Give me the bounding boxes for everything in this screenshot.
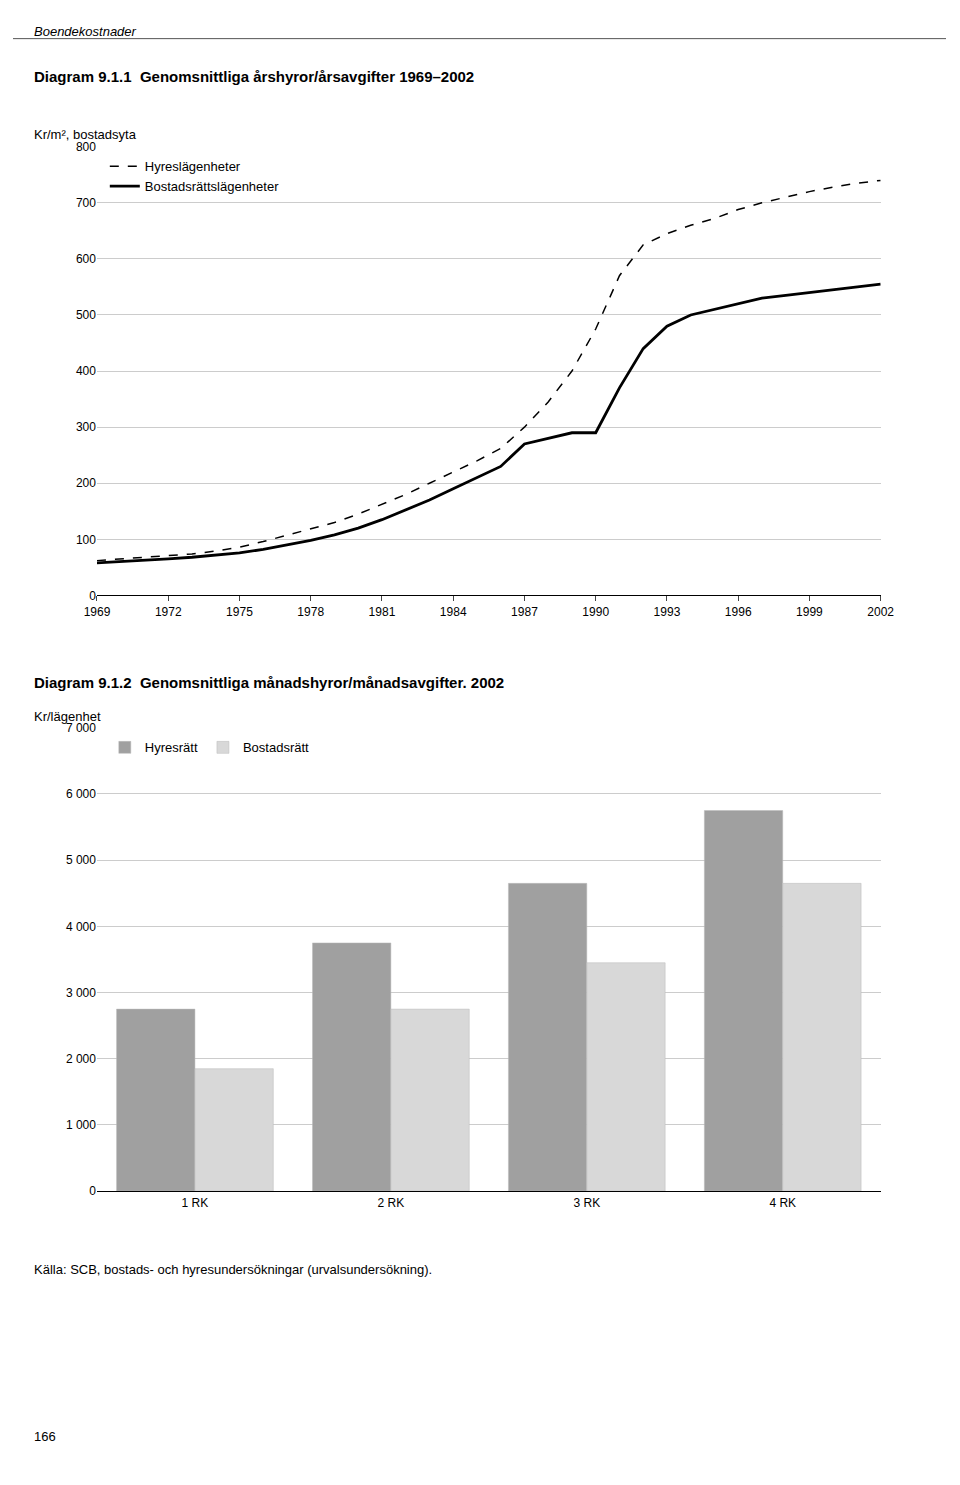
svg-text:1972: 1972 (155, 605, 182, 619)
svg-text:4 000: 4 000 (66, 920, 96, 934)
svg-text:Diagram 9.1.2 Genomsnittliga: Diagram 9.1.2 Genomsnittliga månadshyror… (34, 674, 504, 691)
svg-text:Hyresrätt: Hyresrätt (145, 740, 198, 755)
svg-text:1984: 1984 (440, 605, 467, 619)
svg-text:1981: 1981 (369, 605, 396, 619)
svg-text:2 RK: 2 RK (378, 1196, 405, 1210)
svg-text:Källa: SCB, bostads- och hyres: Källa: SCB, bostads- och hyresundersökni… (34, 1262, 432, 1277)
svg-text:500: 500 (76, 308, 96, 322)
svg-text:600: 600 (76, 252, 96, 266)
svg-text:6 000: 6 000 (66, 787, 96, 801)
svg-text:1975: 1975 (226, 605, 253, 619)
svg-text:5 000: 5 000 (66, 853, 96, 867)
svg-text:Bostadsrättslägenheter: Bostadsrättslägenheter (145, 179, 279, 194)
svg-text:1 000: 1 000 (66, 1118, 96, 1132)
svg-text:2002: 2002 (867, 605, 894, 619)
svg-text:1999: 1999 (796, 605, 823, 619)
svg-text:100: 100 (76, 533, 96, 547)
svg-text:300: 300 (76, 420, 96, 434)
svg-text:Boendekostnader: Boendekostnader (34, 24, 137, 39)
svg-text:0: 0 (89, 1184, 96, 1198)
svg-text:4 RK: 4 RK (769, 1196, 796, 1210)
svg-text:Bostadsrätt: Bostadsrätt (243, 740, 309, 755)
svg-text:200: 200 (76, 476, 96, 490)
svg-text:1 RK: 1 RK (182, 1196, 209, 1210)
svg-text:Kr/lägenhet: Kr/lägenhet (34, 709, 101, 724)
svg-text:Hyreslägenheter: Hyreslägenheter (145, 159, 241, 174)
svg-text:1996: 1996 (725, 605, 752, 619)
svg-text:1993: 1993 (654, 605, 681, 619)
svg-text:2 000: 2 000 (66, 1052, 96, 1066)
svg-text:7 000: 7 000 (66, 721, 96, 735)
svg-text:800: 800 (76, 140, 96, 154)
svg-text:Kr/m², bostadsyta: Kr/m², bostadsyta (34, 127, 137, 142)
svg-text:3 000: 3 000 (66, 986, 96, 1000)
svg-text:3 RK: 3 RK (573, 1196, 600, 1210)
svg-text:166: 166 (34, 1429, 56, 1444)
svg-text:Diagram 9.1.1 Genomsnittliga: Diagram 9.1.1 Genomsnittliga årshyror/år… (34, 68, 474, 85)
svg-text:400: 400 (76, 364, 96, 378)
svg-text:700: 700 (76, 196, 96, 210)
svg-text:1978: 1978 (297, 605, 324, 619)
svg-text:0: 0 (89, 589, 96, 603)
svg-text:1969: 1969 (84, 605, 111, 619)
svg-text:1987: 1987 (511, 605, 538, 619)
svg-text:1990: 1990 (582, 605, 609, 619)
